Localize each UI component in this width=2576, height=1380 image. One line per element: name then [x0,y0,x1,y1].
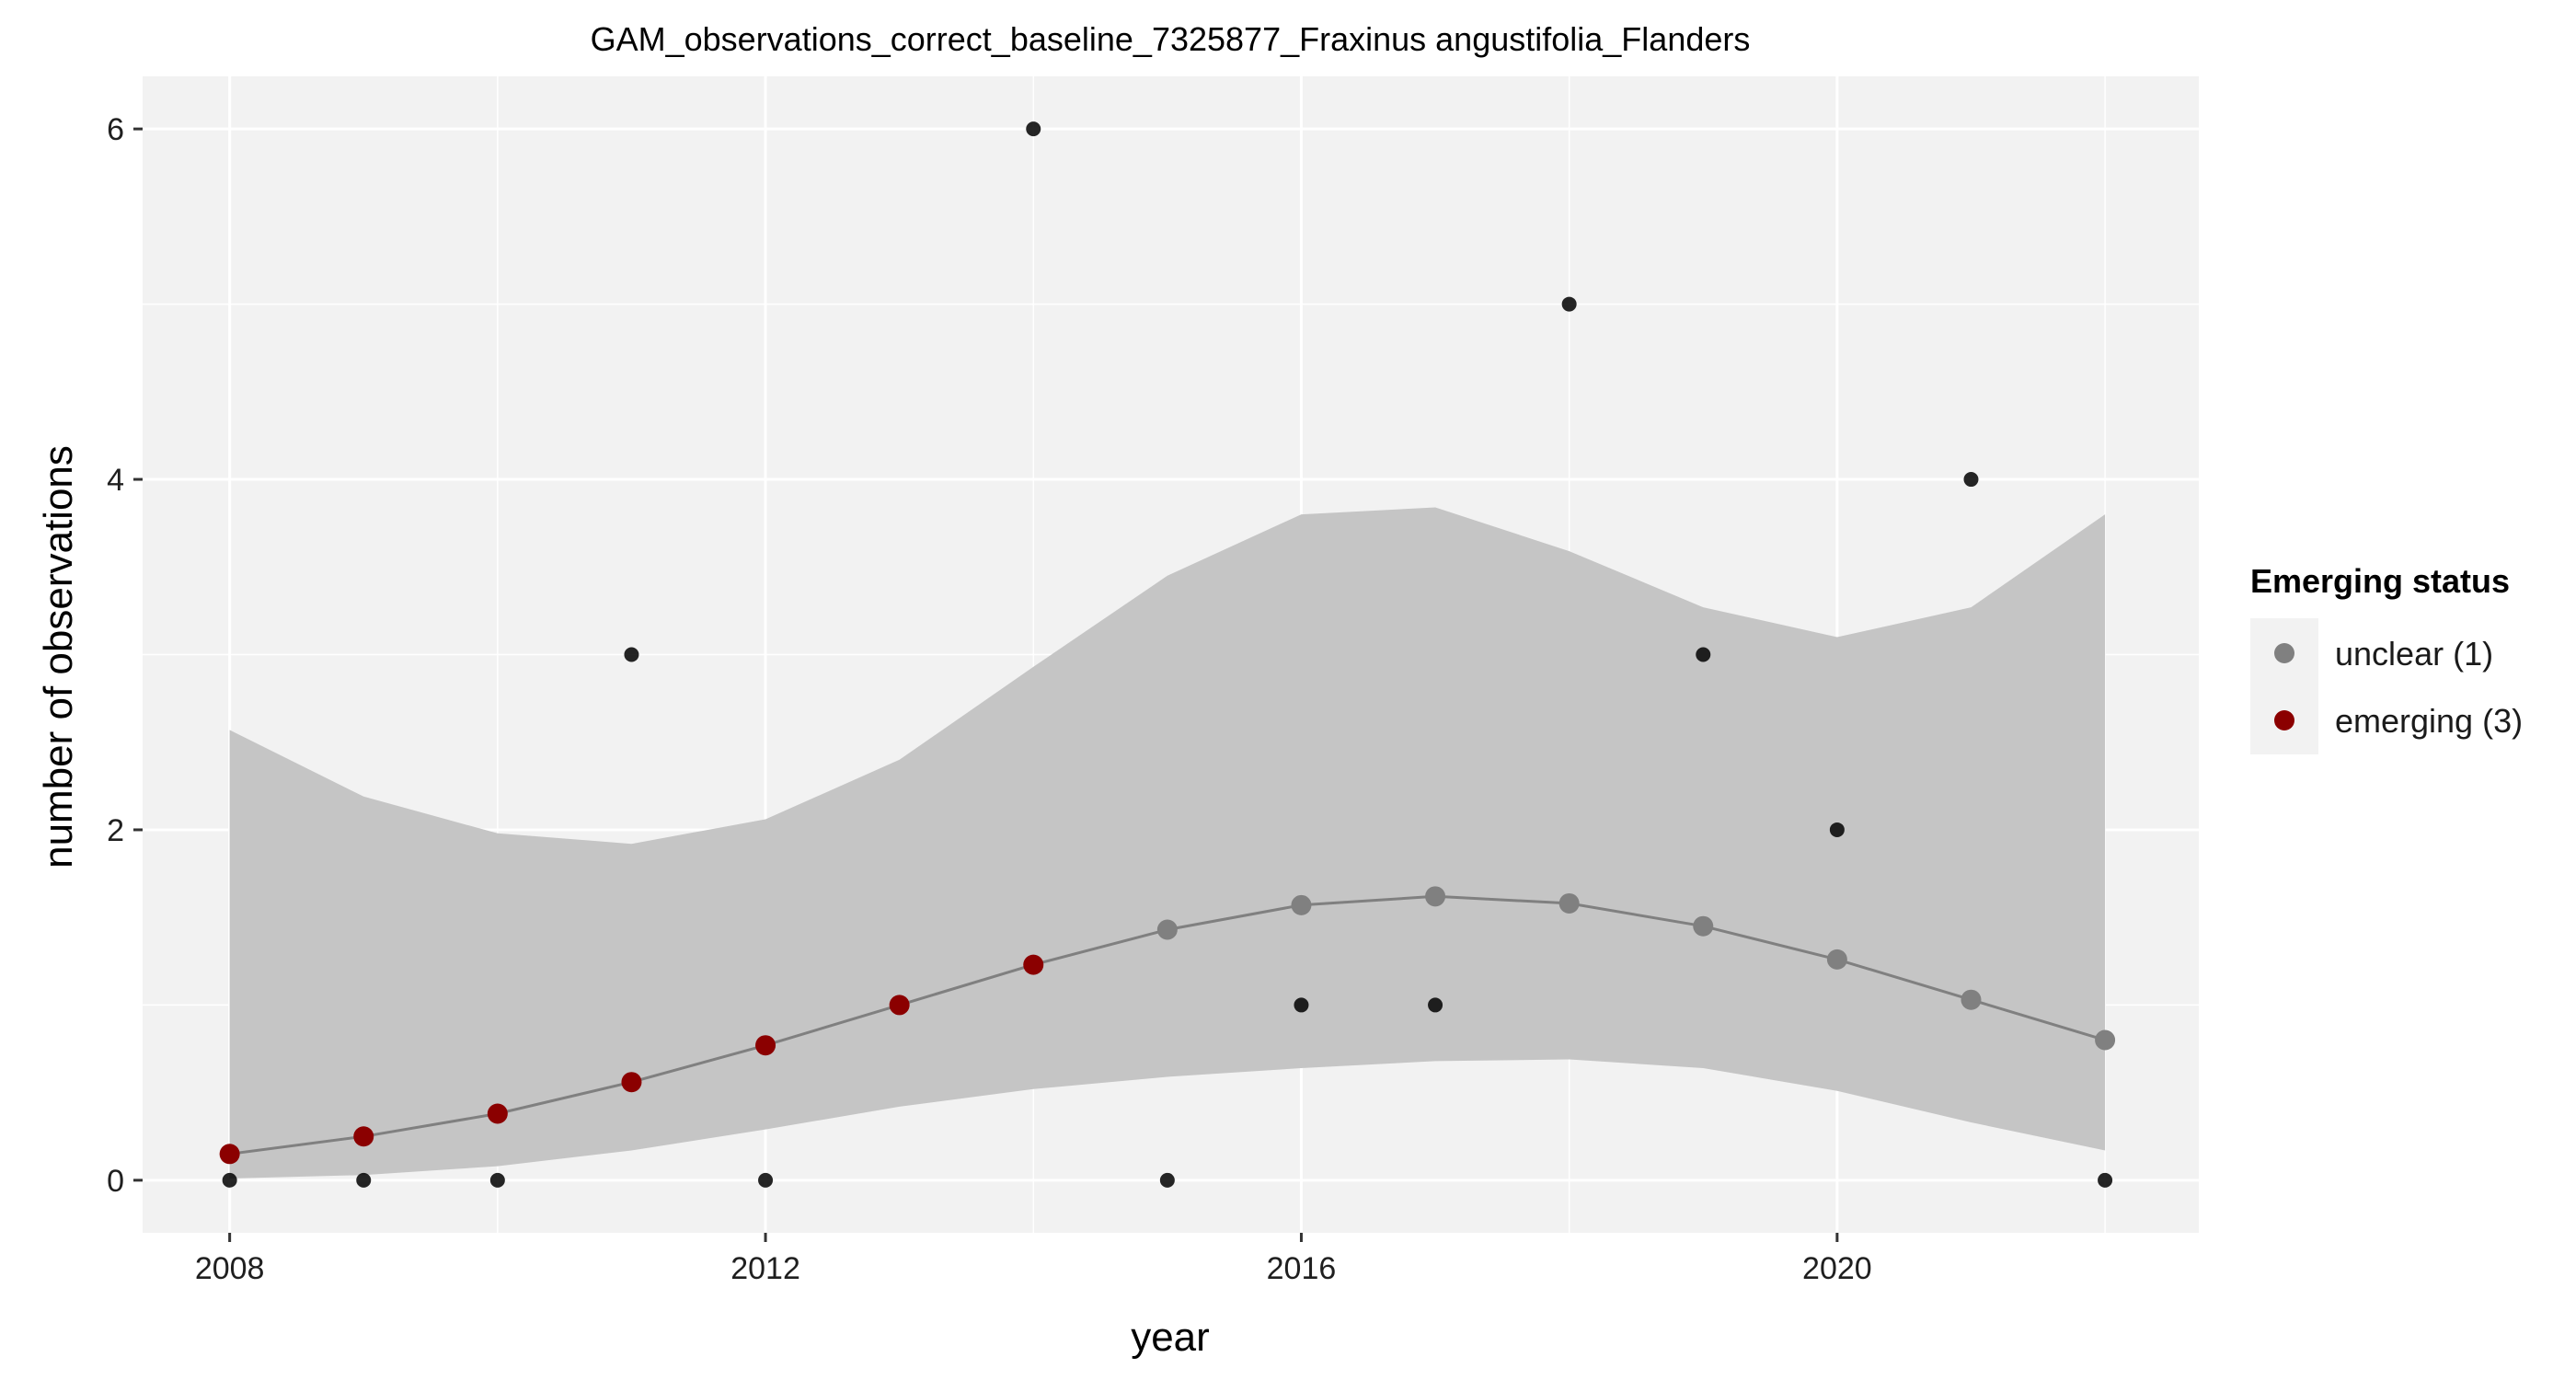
observation-point [222,1172,237,1188]
observation-point [356,1172,372,1188]
observation-point [489,1172,505,1188]
confidence-band [229,507,2106,1179]
observation-point [1294,997,1309,1013]
observation-point [1963,472,1979,488]
legend-items: unclear (1) emerging (3) [2274,635,2523,740]
observation-point [1696,647,1711,662]
fit-point [2095,1029,2116,1051]
legend-key-background [2250,618,2318,754]
legend-key-unclear [2274,643,2294,663]
fit-point [1023,954,1044,975]
x-tick-label: 2016 [1267,1251,1337,1286]
fit-point [1961,989,1982,1010]
fit-point [487,1103,508,1124]
fit-point [621,1072,642,1093]
fit-point [353,1126,374,1147]
x-tick-label: 2012 [730,1251,800,1286]
fit-point [755,1035,776,1056]
observation-point [624,647,639,662]
x-tick-label: 2020 [1802,1251,1872,1286]
y-tick-label: 2 [107,813,124,848]
x-tick-label: 2008 [195,1251,265,1286]
chart-title: GAM_observations_correct_baseline_732587… [591,20,1751,58]
fit-point [1425,886,1446,907]
y-tick-label: 0 [107,1164,124,1199]
fit-point [1693,915,1714,937]
axes: 0 2 4 6 2008 2012 2016 2020 [107,112,1872,1286]
data-points [219,121,2116,1188]
observation-point [1428,997,1443,1013]
legend: Emerging status unclear (1) emerging (3) [2250,562,2523,754]
legend-label: emerging (3) [2335,702,2523,740]
y-axis-title: number of observations [36,445,81,868]
observation-point [1159,1172,1175,1188]
fit-point [1826,949,1847,970]
observation-point [2098,1172,2113,1188]
legend-label: unclear (1) [2335,635,2493,673]
observation-point [1829,822,1845,837]
observation-point [1561,296,1577,312]
observation-point [758,1172,774,1188]
y-tick-label: 6 [107,112,124,147]
confidence-ribbon [229,507,2106,1179]
y-tick-label: 4 [107,463,124,498]
legend-title: Emerging status [2250,562,2510,600]
observation-point [1026,121,1041,137]
fit-point [1558,892,1580,914]
fit-point [889,995,910,1016]
fit-point [1291,894,1312,915]
fit-point [219,1144,240,1165]
fit-point [1156,919,1178,940]
legend-key-emerging [2274,710,2294,730]
x-axis-title: year [1131,1315,1210,1360]
